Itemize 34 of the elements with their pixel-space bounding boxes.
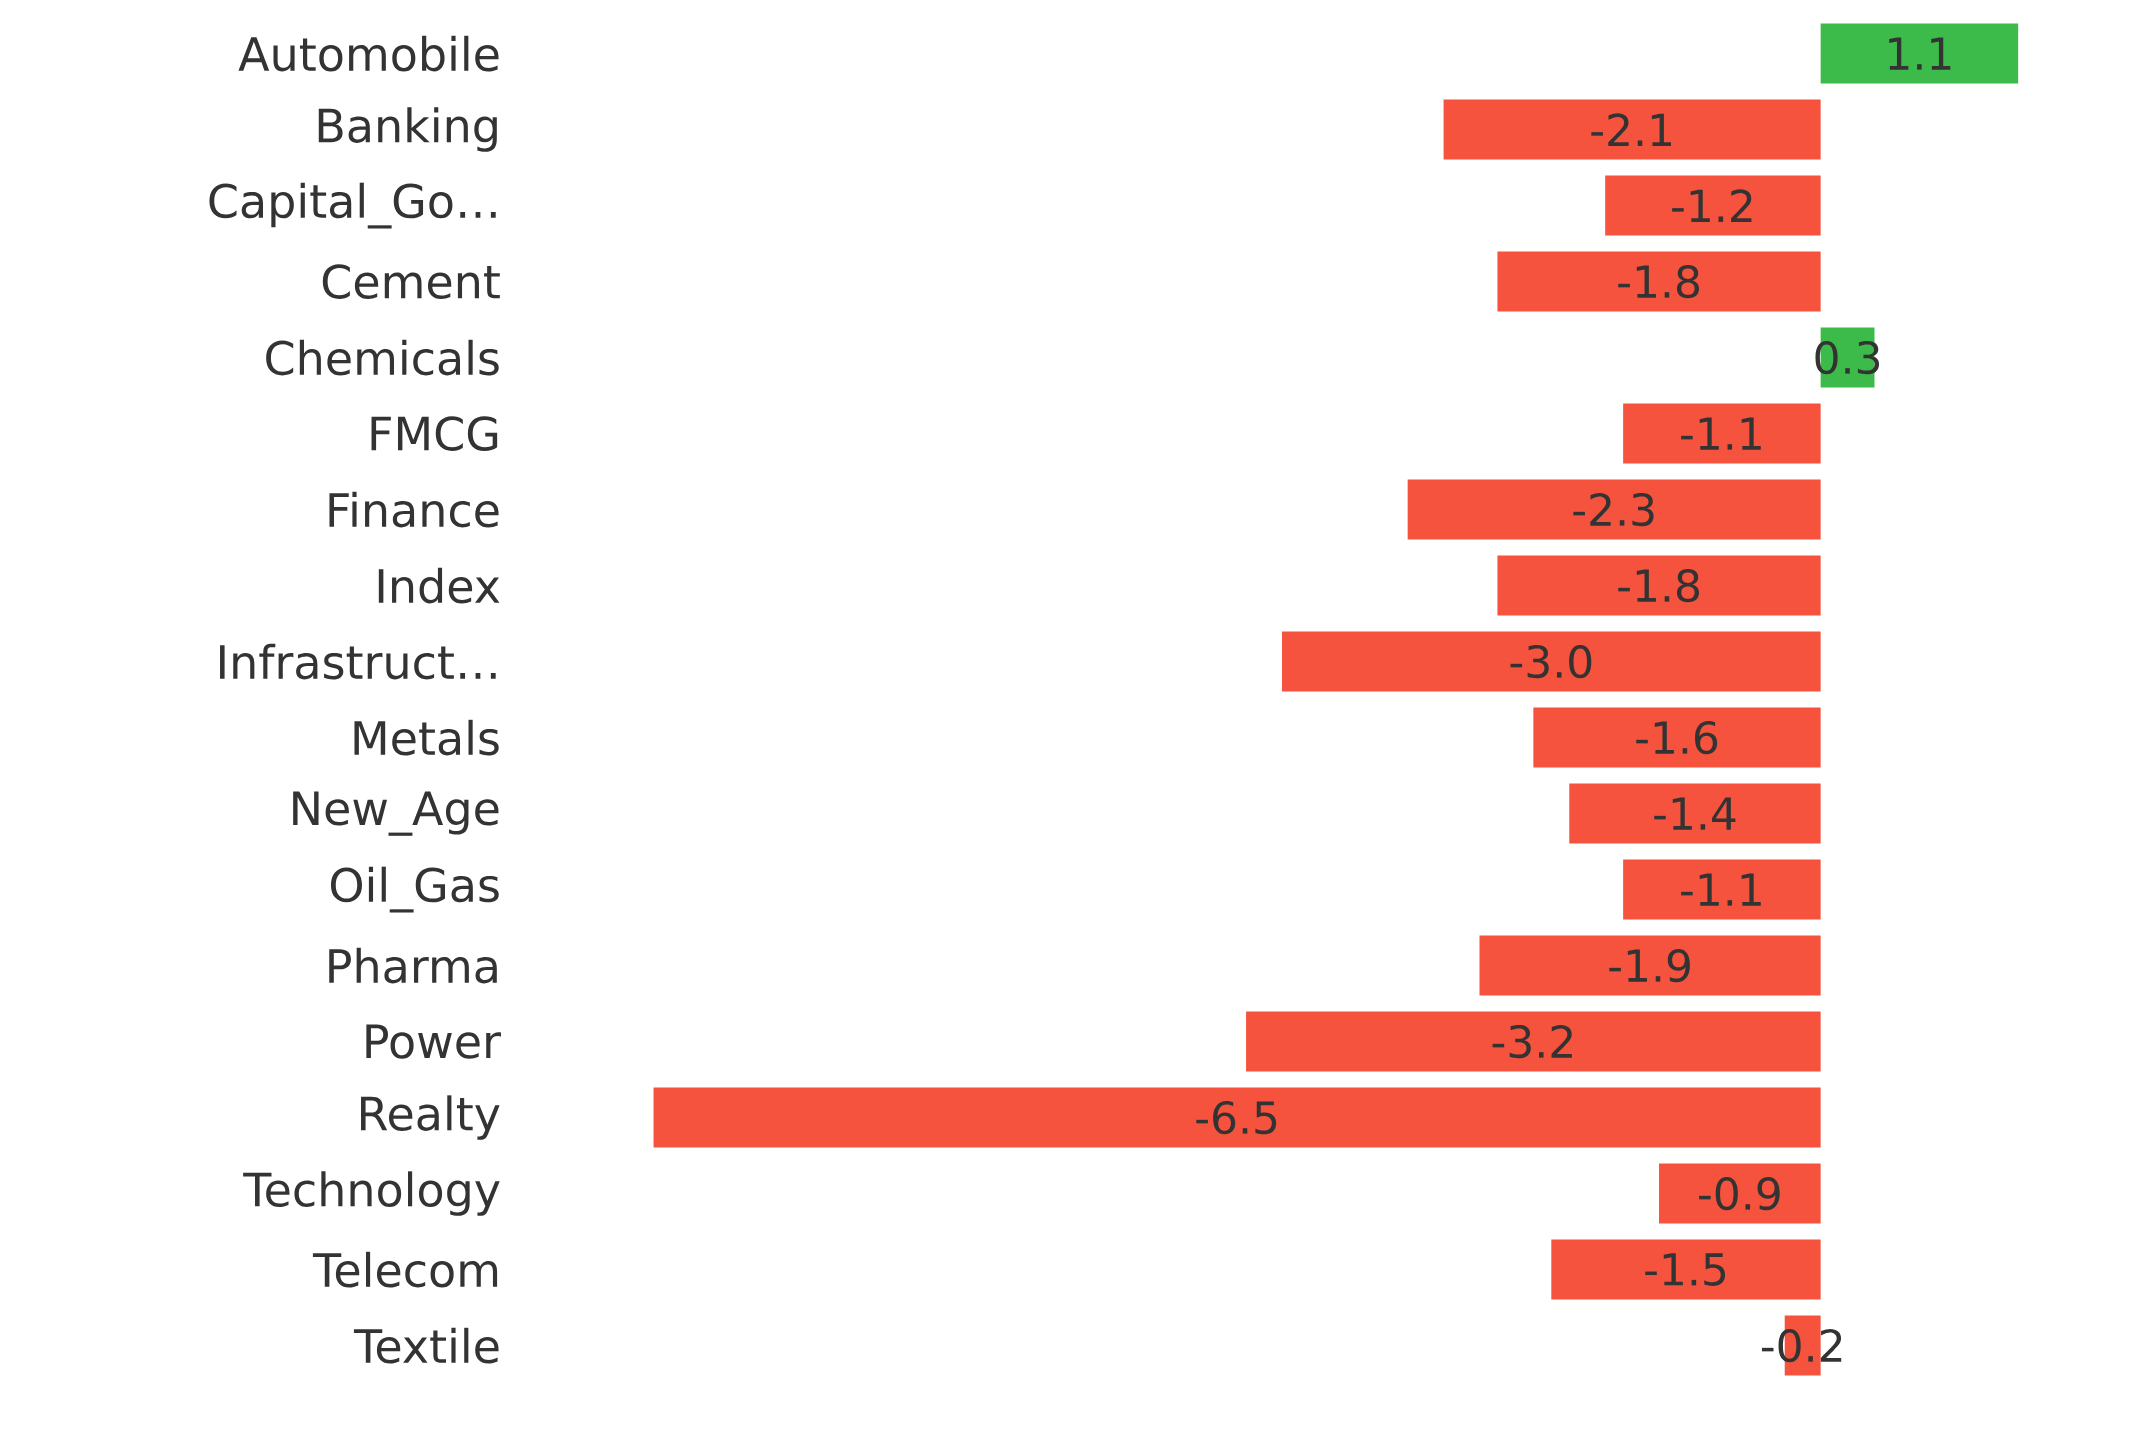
data-label: 1.1	[1889, 37, 1951, 70]
y-tick-label: Power	[366, 1024, 501, 1059]
y-tick-label: Textile	[353, 1327, 499, 1364]
data-label: -1.5	[1645, 1253, 1726, 1286]
data-label: -3.0	[1510, 644, 1592, 679]
y-tick-label: Pharma	[329, 947, 497, 984]
data-label: -2.1	[1591, 113, 1671, 146]
data-label: -0.9	[1699, 1176, 1780, 1211]
y-tick-label: Finance	[329, 491, 499, 528]
data-label: -1.1	[1681, 873, 1761, 906]
y-tick-label: Capital_Go…	[209, 182, 496, 229]
y-tick-label: Realty	[361, 1095, 500, 1140]
data-label: -1.1	[1681, 417, 1761, 450]
data-label: -6.5	[1196, 1100, 1277, 1135]
y-tick-label: Oil_Gas	[330, 866, 499, 913]
y-tick-label: New_Age	[293, 791, 499, 836]
y-tick-label: Chemicals	[266, 339, 499, 376]
y-tick-label: Metals	[354, 719, 499, 756]
y-tick-label: FMCG	[371, 416, 498, 452]
y-tick-label: Technology	[243, 1171, 500, 1216]
data-label: -1.6	[1636, 720, 1718, 755]
data-label: -3.2	[1492, 1024, 1572, 1059]
data-label: -1.2	[1672, 189, 1752, 222]
y-tick-label: Banking	[318, 107, 497, 152]
data-label: -1.9	[1609, 948, 1690, 983]
y-tick-label: Cement	[322, 264, 500, 300]
y-tick-label: Telecom	[312, 1251, 498, 1288]
y-tick-label: Infrastruct…	[220, 643, 496, 680]
y-tick-label: Automobile	[238, 35, 499, 72]
y-tick-label: Index	[378, 567, 500, 604]
data-label: -1.4	[1654, 797, 1736, 830]
data-label: -1.8	[1618, 568, 1699, 603]
data-label: -1.8	[1618, 264, 1699, 299]
data-label: -2.3	[1573, 492, 1654, 527]
